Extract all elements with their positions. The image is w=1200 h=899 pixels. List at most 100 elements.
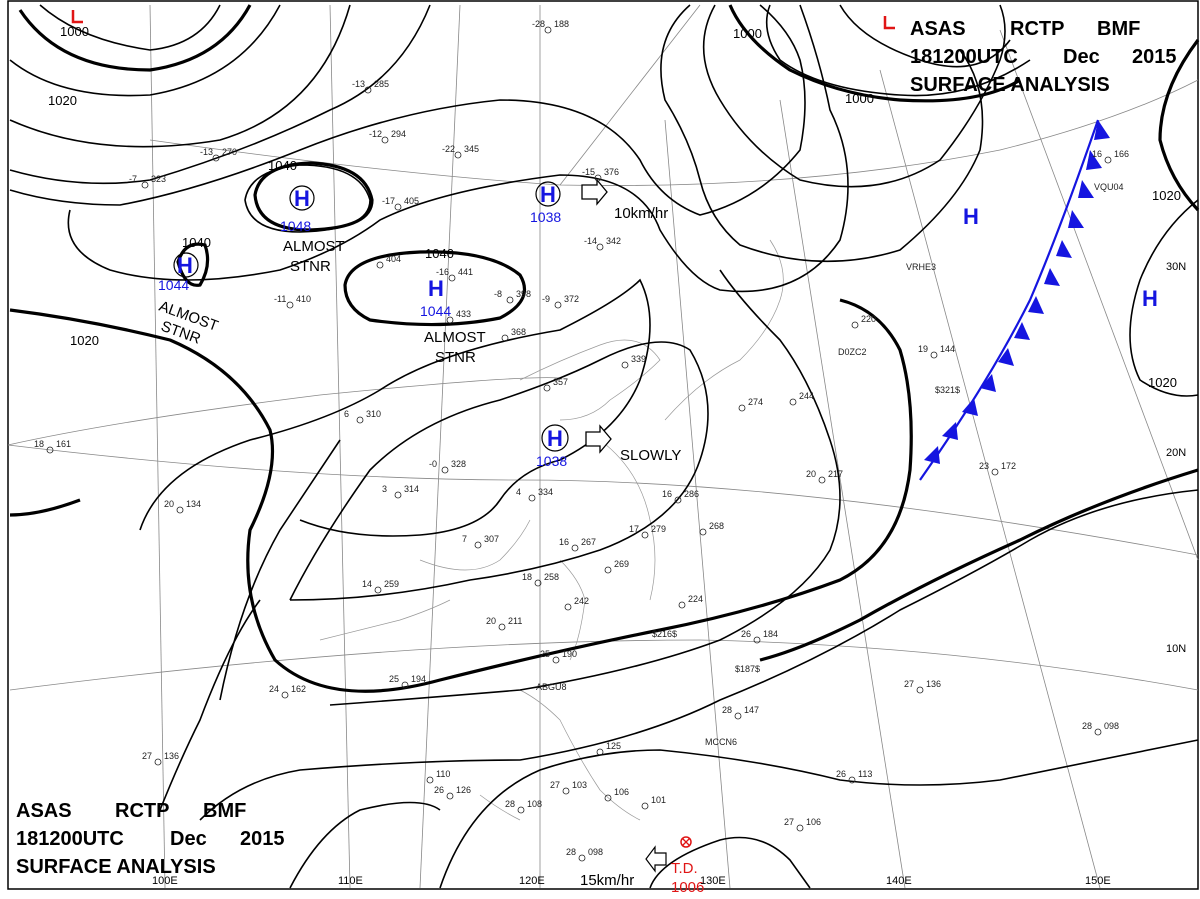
station-circle-icon — [930, 351, 938, 359]
station-temp: 16 — [559, 537, 569, 547]
station-pressure: 405 — [404, 196, 419, 206]
station-pressure: 441 — [458, 267, 473, 277]
station-circle-icon — [738, 404, 746, 412]
station-circle-icon — [734, 712, 742, 720]
center-status-line1: ALMOST — [424, 329, 486, 346]
station-temp: -9 — [542, 294, 550, 304]
station-plot: 101 — [641, 795, 666, 810]
station-circle-icon — [141, 181, 149, 189]
lat-labels: 30N 20N 10N — [1166, 261, 1186, 655]
station-plot: 357 — [543, 377, 568, 392]
station-circle-icon — [46, 446, 54, 454]
station-plot: -28 188 — [532, 19, 569, 34]
station-pressure: 376 — [604, 167, 619, 177]
lon-labels: 100E 110E 120E 130E 140E 150E — [152, 875, 1111, 887]
station-pressure: 125 — [606, 741, 621, 751]
high-center-east-1: H — [963, 204, 979, 229]
station-circle-icon — [851, 321, 859, 329]
station-circle-icon — [374, 586, 382, 594]
station-plot: 3 314 — [382, 484, 419, 499]
station-plot: -12 294 — [369, 129, 406, 144]
station-temp: 27 — [142, 751, 152, 761]
station-circle-icon — [176, 506, 184, 514]
station-temp: 20 — [486, 616, 496, 626]
station-plot: 274 — [738, 397, 763, 412]
isobar-label: 1040 — [268, 158, 297, 173]
high-letter: H — [540, 182, 556, 207]
station-plot: 4 334 — [516, 487, 553, 502]
header-month: Dec — [170, 828, 207, 850]
header-station-code: RCTP — [115, 800, 169, 822]
station-circle-icon — [848, 776, 856, 784]
motion-text: 10km/hr — [614, 205, 668, 222]
station-plot: 26 184 — [741, 629, 778, 644]
isobar-label: 1020 — [1152, 188, 1181, 203]
station-plot: 106 — [604, 787, 629, 802]
station-circle-icon — [571, 544, 579, 552]
high-letter: H — [547, 426, 563, 451]
station-plot: -22 345 — [442, 144, 479, 159]
station-plot: 28 147 — [722, 705, 759, 720]
station-temp: 20 — [164, 499, 174, 509]
station-plot: 16 286 — [662, 489, 699, 504]
station-pressure: 258 — [544, 572, 559, 582]
center-pressure: 1038 — [530, 209, 561, 225]
station-circle-icon — [212, 154, 220, 162]
header-station-code: RCTP — [1010, 18, 1064, 40]
td-motion: 15km/hr — [580, 872, 634, 889]
station-plot: 19 144 — [918, 344, 955, 359]
station-pressure: 136 — [164, 751, 179, 761]
station-temp: 14 — [362, 579, 372, 589]
station-circle-icon — [564, 603, 572, 611]
station-plot: 125 — [596, 741, 621, 756]
ship-id: MCCN6 — [705, 737, 737, 747]
station-circle-icon — [543, 384, 551, 392]
station-pressure: 101 — [651, 795, 666, 805]
ship-id: $187$ — [735, 664, 760, 674]
ship-ids: VRHE3 D0ZC2 $321$ ABGU8 $216$ $187$ MCCN… — [536, 182, 1124, 747]
station-plot: 368 — [501, 327, 526, 342]
isobars-thick — [9, 4, 1200, 693]
lat-label: 10N — [1166, 643, 1186, 655]
station-plot: -8 398 — [494, 289, 531, 304]
cold-front — [919, 119, 1110, 481]
station-circle-icon — [286, 301, 294, 309]
station-pressure: 259 — [384, 579, 399, 589]
station-temp: 4 — [516, 487, 521, 497]
station-plot: 27 136 — [142, 751, 179, 766]
station-pressure: 339 — [631, 354, 646, 364]
station-temp: 28 — [722, 705, 732, 715]
lon-label: 150E — [1085, 875, 1111, 887]
station-pressure: 144 — [940, 344, 955, 354]
header-year: 2015 — [1132, 46, 1177, 68]
station-pressure: 323 — [151, 174, 166, 184]
station-temp: -22 — [442, 144, 455, 154]
station-pressure: 098 — [1104, 721, 1119, 731]
station-temp: 25 — [540, 649, 550, 659]
isobar-label: 1040 — [182, 235, 211, 250]
station-pressure: 113 — [858, 769, 872, 779]
station-temp: 7 — [462, 534, 467, 544]
center-pressure: 1044 — [158, 277, 189, 293]
station-circle-icon — [474, 541, 482, 549]
station-temp: 26 — [741, 629, 751, 639]
header-product-code: ASAS — [16, 800, 72, 822]
station-plot: -15 376 — [582, 167, 619, 182]
station-plot: -16 441 — [436, 267, 473, 282]
station-circle-icon — [818, 476, 826, 484]
lon-label: 130E — [700, 875, 726, 887]
station-circle-icon — [454, 151, 462, 159]
station-pressure: 190 — [562, 649, 577, 659]
station-plot: -9 372 — [542, 294, 579, 309]
header-month: Dec — [1063, 46, 1100, 68]
station-temp: 26 — [836, 769, 846, 779]
header-type-code: BMF — [203, 800, 246, 822]
ship-id: D0ZC2 — [838, 347, 867, 357]
station-pressure: 184 — [763, 629, 778, 639]
station-temp: -12 — [369, 129, 382, 139]
station-pressure: 161 — [56, 439, 71, 449]
station-temp: -17 — [382, 196, 395, 206]
station-temp: 16 — [662, 489, 672, 499]
lon-label: 140E — [886, 875, 912, 887]
td-pressure: 1006 — [671, 879, 704, 896]
